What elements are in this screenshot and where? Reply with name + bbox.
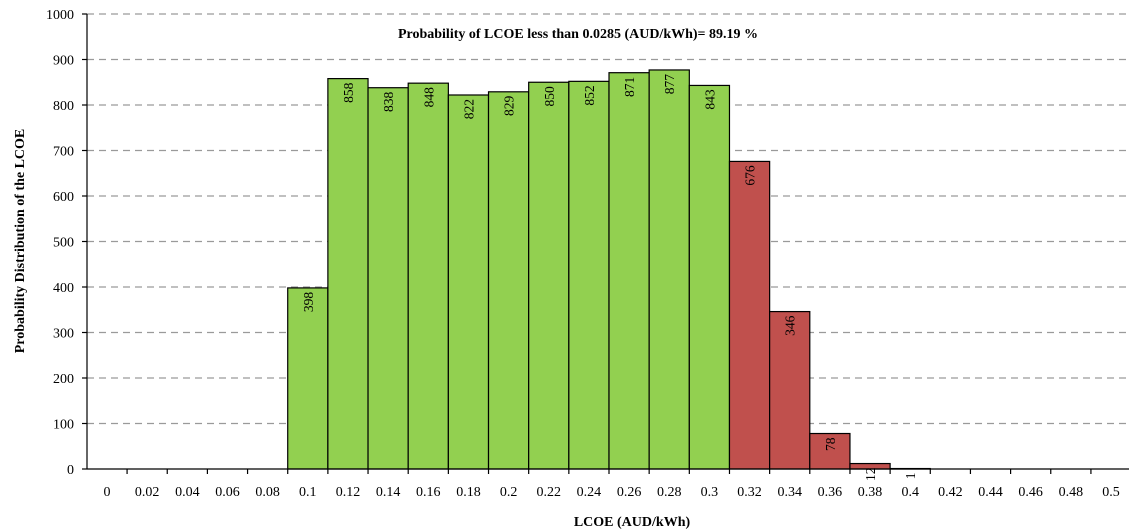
- data-label-822: 822: [461, 99, 476, 119]
- y-tick-label: 100: [53, 418, 74, 433]
- x-tick-label: 0.48: [1059, 485, 1084, 500]
- bar-858: [327, 78, 369, 470]
- data-label-843: 843: [702, 89, 717, 110]
- bar-78: [809, 432, 851, 470]
- data-label-676: 676: [743, 165, 758, 186]
- data-label-78: 78: [823, 437, 838, 451]
- axes: [82, 13, 1129, 474]
- y-tick-label: 300: [53, 327, 74, 342]
- data-label-838: 838: [381, 91, 396, 112]
- y-tick-label: 0: [67, 463, 74, 478]
- y-axis-title: Probability Distribution of the LCOE: [13, 129, 28, 354]
- x-tick-label: 0.12: [336, 485, 361, 500]
- x-axis-title: LCOE (AUD/kWh): [574, 515, 691, 530]
- x-tick-label: 0.06: [215, 485, 240, 500]
- bar-877: [648, 69, 690, 470]
- y-tick-label: 900: [53, 54, 74, 69]
- x-tick-label: 0.46: [1018, 485, 1043, 500]
- x-tick-label: 0.28: [657, 485, 682, 500]
- data-label-829: 829: [502, 96, 517, 117]
- bar-346: [769, 310, 811, 470]
- bar-852: [568, 80, 610, 470]
- y-tick-label: 1000: [46, 8, 74, 23]
- x-tick-label: 0.14: [376, 485, 401, 500]
- x-tick-label: 0.5: [1102, 485, 1120, 500]
- data-label-852: 852: [582, 85, 597, 105]
- data-label-850: 850: [542, 86, 557, 107]
- bar-676: [728, 160, 771, 470]
- y-tick-label: 200: [53, 372, 74, 387]
- bar-871: [608, 72, 650, 470]
- data-label-1: 1: [903, 473, 918, 480]
- y-tick-label: 700: [53, 145, 74, 160]
- x-tick-label: 0.34: [777, 485, 802, 500]
- y-tick-label: 400: [53, 281, 74, 296]
- x-tick-label: 0.3: [701, 485, 719, 500]
- x-tick-label: 0.04: [175, 485, 200, 500]
- x-tick-label: 0.18: [456, 485, 481, 500]
- bar-822: [447, 94, 490, 470]
- x-tick-label: 0.26: [617, 485, 642, 500]
- bar-850: [528, 81, 570, 470]
- x-tick-label: 0.36: [818, 485, 843, 500]
- x-tick-label: 0.16: [416, 485, 441, 500]
- data-label-858: 858: [341, 82, 356, 103]
- x-tick-label: 0.38: [858, 485, 883, 500]
- x-tick-label: 0.08: [255, 485, 280, 500]
- bar-838: [367, 87, 409, 470]
- x-tick-label: 0.42: [938, 485, 963, 500]
- x-tick-label: 0.02: [135, 485, 160, 500]
- data-label-877: 877: [662, 74, 677, 95]
- bar-848: [407, 82, 449, 470]
- x-tick-label: 0.44: [978, 485, 1003, 500]
- x-tick-label: 0.1: [299, 485, 317, 500]
- data-label-848: 848: [421, 87, 436, 108]
- x-tick-labels: 0 0.02 0.04 0.06 0.08 0.1 0.12 0.14 0.16 0.18 0.2 0…: [104, 485, 1120, 500]
- x-tick-label: 0.32: [737, 485, 762, 500]
- data-label-346: 346: [783, 315, 798, 336]
- data-label-871: 871: [622, 77, 637, 97]
- x-tick-label: 0.22: [537, 485, 562, 500]
- y-tick-labels: 0 100 200 300 400 500 600 700 800 900 1000: [46, 8, 74, 478]
- data-label-398: 398: [301, 292, 316, 313]
- bar-398: [287, 287, 329, 470]
- bar-829: [487, 91, 530, 470]
- y-tick-label: 500: [53, 236, 74, 251]
- data-label-12: 12: [863, 468, 878, 482]
- bars: [287, 69, 931, 470]
- bar-843: [688, 84, 731, 470]
- x-tick-label: 0.2: [500, 485, 518, 500]
- chart-title: Probability of LCOE less than 0.0285 (AU…: [398, 27, 758, 42]
- x-tick-label: 0.4: [901, 485, 919, 500]
- x-tick-label: 0: [104, 485, 111, 500]
- data-labels: 398 858 838 848 822 829 850 852 871 877 843 676 346 7…: [301, 74, 918, 481]
- x-tick-label: 0.24: [577, 485, 602, 500]
- y-tick-label: 600: [53, 190, 74, 205]
- y-tick-label: 800: [53, 99, 74, 114]
